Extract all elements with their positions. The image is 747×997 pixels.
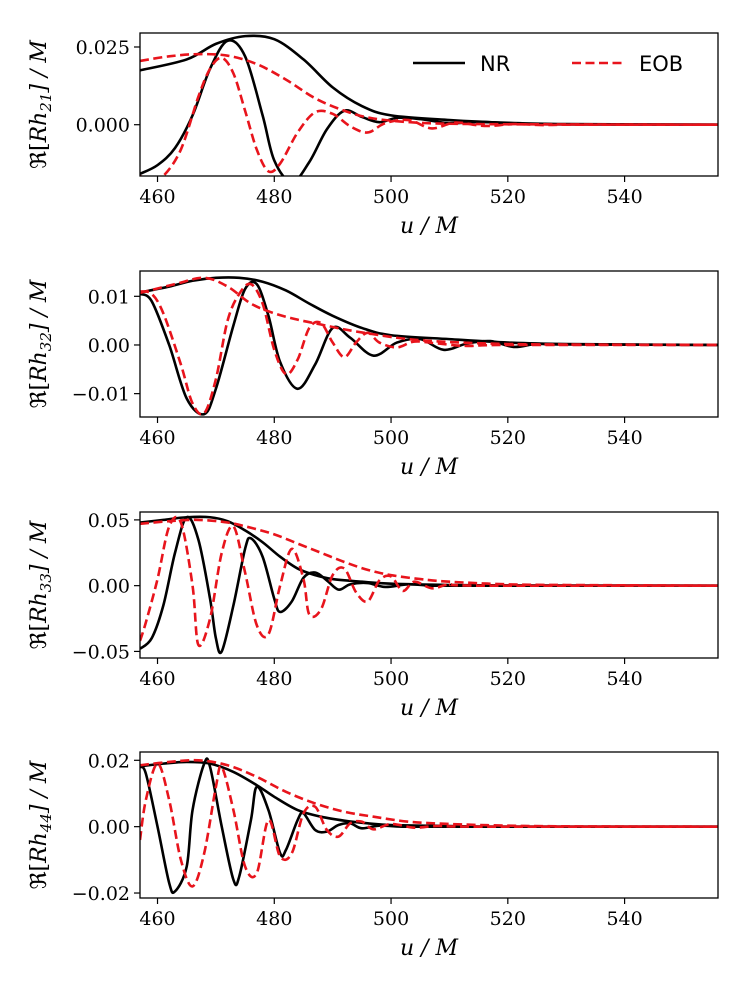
- eob-real-line: [140, 56, 718, 176]
- panel-3: 460 480 500 520 540 −0.05 0.00 0.05 u / M ℜ[Rh33]…: [27, 510, 719, 721]
- x-tick-label: 500: [373, 908, 409, 930]
- y-axis-label: ℜ[Rh44] / M: [27, 760, 55, 889]
- panel-4: 460 480 500 520 540 −0.02 0.00 0.02 u / M ℜ[Rh44]…: [27, 750, 719, 961]
- nr-real-line: [140, 280, 718, 416]
- eob-amplitude-line: [140, 276, 718, 347]
- eob-amplitude-line: [140, 758, 718, 828]
- x-axis-label: u / M: [400, 936, 459, 961]
- x-axis-label: u / M: [400, 214, 459, 239]
- series-group: [140, 757, 718, 895]
- x-tick-label: 500: [373, 668, 409, 690]
- x-tick-label: 520: [490, 668, 526, 690]
- x-axis-label: u / M: [400, 455, 459, 480]
- x-tick-label: 500: [373, 427, 409, 449]
- x-tick-label: 540: [606, 427, 642, 449]
- x-tick-label: 540: [606, 186, 642, 208]
- plot-frame: [139, 511, 719, 659]
- nr-amplitude-line: [140, 34, 718, 127]
- plot-frame: [139, 32, 719, 177]
- x-tick-label: 460: [139, 427, 175, 449]
- eob-real-line: [140, 762, 718, 888]
- x-tick-label: 520: [490, 427, 526, 449]
- x-tick-label: 480: [256, 668, 292, 690]
- y-tick-label: 0.00: [88, 817, 130, 839]
- nr-amplitude-line: [140, 760, 718, 829]
- series-group: [140, 276, 718, 416]
- eob-amplitude-line: [140, 52, 718, 127]
- x-axis-label: u / M: [400, 696, 459, 721]
- x-tick-label: 460: [139, 186, 175, 208]
- panel-1: 460 480 500 520 540 0.000 0.025 u / M ℜ[Rh21] / …: [27, 32, 719, 239]
- eob-real-line: [140, 515, 718, 648]
- y-tick-label: −0.01: [72, 384, 130, 406]
- x-tick-label: 520: [490, 186, 526, 208]
- y-tick-label: 0.02: [88, 750, 130, 772]
- series-group: [140, 515, 718, 655]
- y-tick-label: 0.05: [88, 510, 130, 532]
- y-axis-label: ℜ[Rh21] / M: [27, 40, 55, 169]
- x-tick-label: 480: [256, 427, 292, 449]
- eob-real-line: [140, 282, 718, 416]
- y-tick-label: 0.000: [76, 115, 130, 137]
- eob-amplitude-line: [140, 518, 718, 587]
- nr-amplitude-line: [140, 276, 718, 347]
- y-axis-label: ℜ[Rh32] / M: [27, 279, 55, 408]
- plot-frame: [139, 751, 719, 899]
- nr-real-line: [140, 515, 718, 655]
- legend: NR EOB: [413, 52, 683, 76]
- y-tick-label: 0.025: [76, 37, 130, 59]
- nr-amplitude-line: [140, 515, 718, 587]
- x-tick-label: 460: [139, 908, 175, 930]
- nr-real-line: [140, 39, 718, 176]
- x-tick-label: 480: [256, 186, 292, 208]
- plot-frame: [139, 270, 719, 418]
- series-group: [140, 34, 718, 176]
- y-tick-label: 0.00: [88, 335, 130, 357]
- x-tick-label: 480: [256, 908, 292, 930]
- x-tick-label: 500: [373, 186, 409, 208]
- y-tick-label: 0.00: [88, 576, 130, 598]
- x-tick-label: 460: [139, 668, 175, 690]
- y-tick-label: −0.02: [72, 883, 130, 905]
- y-axis-label: ℜ[Rh33] / M: [27, 520, 55, 649]
- x-tick-label: 520: [490, 908, 526, 930]
- legend-nr-label: NR: [480, 52, 510, 76]
- x-tick-label: 540: [606, 668, 642, 690]
- legend-eob-label: EOB: [639, 52, 683, 76]
- panel-2: 460 480 500 520 540 −0.01 0.00 0.01 u / M ℜ[Rh32]…: [27, 270, 719, 480]
- x-tick-label: 540: [606, 908, 642, 930]
- y-tick-label: 0.01: [88, 286, 130, 308]
- y-tick-label: −0.05: [72, 641, 130, 663]
